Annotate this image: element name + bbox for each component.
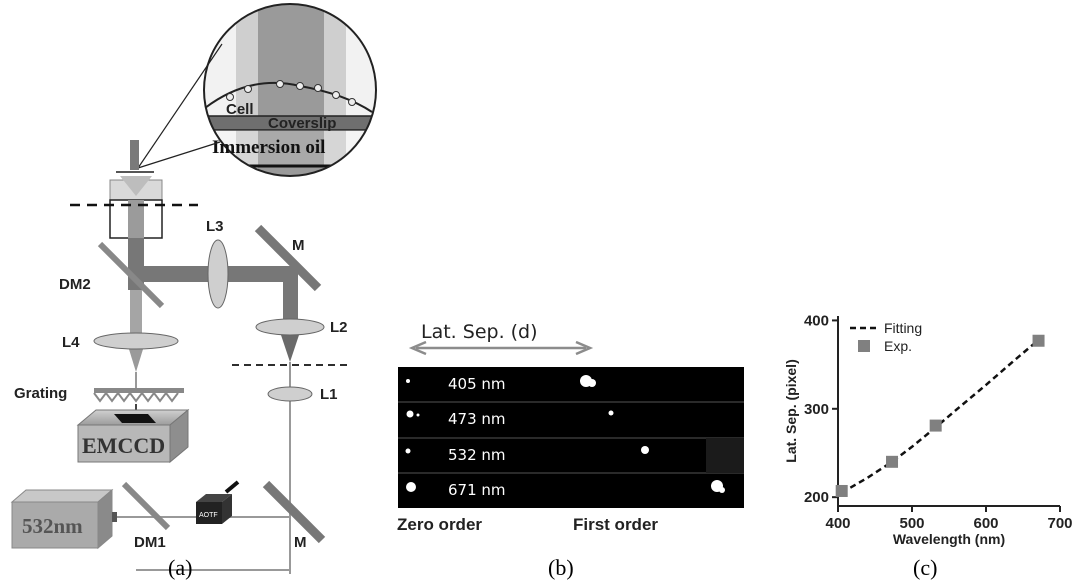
first-order-spots (580, 375, 725, 493)
first-order-label: First order (573, 515, 658, 534)
legend-fitting-label: Fitting (884, 320, 922, 336)
x-tick-label-600: 600 (973, 515, 998, 532)
exp-point-671 (1032, 334, 1045, 347)
emccd-camera (76, 408, 190, 464)
label-emccd: EMCCD (82, 433, 165, 458)
y-tick-label-200: 200 (804, 489, 829, 506)
lens-l3 (207, 239, 229, 309)
label-dm1: DM1 (134, 534, 166, 551)
label-dm2: DM2 (59, 276, 91, 293)
panel-a-optical-setup: Cell Coverslip Immersion oil L3 (10, 3, 377, 580)
y-axis-label: Lat. Sep. (pixel) (783, 359, 799, 462)
panel-c-chart: 400 500 600 700 200 300 400 Wavelength (nm) Lat.… (783, 312, 1073, 580)
label-grating: Grating (14, 385, 67, 402)
grating (93, 388, 184, 403)
exp-point-405 (835, 484, 848, 497)
x-tick-label-400: 400 (825, 515, 850, 532)
mirror-m-top (254, 224, 322, 292)
panel-b-spectral-image: Lat. Sep. (d) 405 nm 473 nm 532 nm 671 n… (397, 321, 744, 580)
lens-l2 (255, 318, 325, 336)
legend-exp-label: Exp. (884, 338, 912, 354)
exp-point-473 (886, 455, 899, 468)
label-m-bottom: M (294, 534, 307, 551)
zero-order-label: Zero order (397, 515, 482, 534)
label-l1: L1 (320, 386, 338, 403)
label-l4: L4 (62, 334, 80, 351)
label-laser: 532nm (22, 514, 83, 538)
inset-immersion-oil-label: Immersion oil (212, 137, 325, 158)
separation-label: Lat. Sep. (d) (421, 321, 538, 343)
mirror-m-bottom (262, 480, 326, 544)
inset-cell-label: Cell (226, 101, 254, 118)
row-label-532: 532 nm (448, 446, 506, 464)
x-axis-label: Wavelength (nm) (893, 531, 1005, 547)
fitting-line (841, 338, 1040, 494)
label-l3: L3 (206, 218, 224, 235)
y-tick-label-400: 400 (804, 312, 829, 329)
sample-inset: Cell Coverslip Immersion oil (203, 3, 377, 177)
x-tick-label-700: 700 (1047, 515, 1072, 532)
row-label-473: 473 nm (448, 410, 506, 428)
aotf-device (196, 480, 240, 524)
chart-plot-area: 400 500 600 700 200 300 400 Wavelength (nm) Lat.… (783, 312, 1073, 547)
laser-532nm (10, 488, 117, 550)
label-m-top: M (292, 237, 305, 254)
exp-point-532 (929, 419, 942, 432)
label-aotf: AOTF (199, 512, 218, 519)
zero-order-spots (405, 379, 420, 492)
lens-l4 (93, 332, 179, 350)
label-l2: L2 (330, 319, 348, 336)
legend-exp-swatch (858, 340, 870, 352)
caption-c: (c) (913, 555, 937, 580)
objective-lens (109, 140, 163, 239)
y-tick-label-300: 300 (804, 401, 829, 418)
dichroic-dm1 (121, 481, 171, 531)
row-label-671: 671 nm (448, 481, 506, 499)
inset-beam (258, 4, 324, 176)
separation-arrow (408, 340, 594, 356)
lens-l1 (267, 386, 313, 402)
row-label-405: 405 nm (448, 375, 506, 393)
x-tick-label-500: 500 (899, 515, 924, 532)
dichroic-dm2 (97, 241, 165, 309)
membrane-particles (226, 80, 356, 106)
coverslip (204, 115, 376, 131)
caption-a: (a) (168, 555, 192, 580)
inset-coverslip-label: Coverslip (268, 115, 336, 132)
caption-b: (b) (548, 555, 574, 580)
